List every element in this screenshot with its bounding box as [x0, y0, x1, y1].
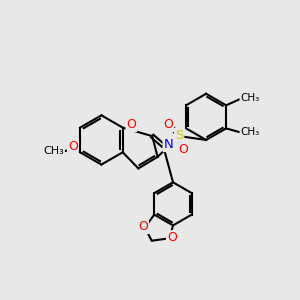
- Text: O: O: [164, 118, 173, 131]
- Text: CH₃: CH₃: [43, 146, 64, 157]
- Text: CH₃: CH₃: [240, 127, 260, 137]
- Text: CH₃: CH₃: [240, 93, 260, 103]
- Text: O: O: [68, 140, 78, 153]
- Text: O: O: [178, 143, 188, 157]
- Text: S: S: [175, 129, 183, 142]
- Text: O: O: [138, 220, 148, 233]
- Text: N: N: [164, 138, 173, 151]
- Text: O: O: [167, 231, 177, 244]
- Text: O: O: [127, 118, 136, 131]
